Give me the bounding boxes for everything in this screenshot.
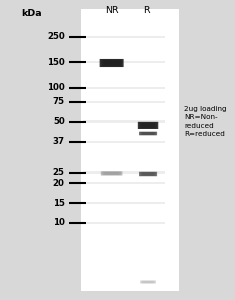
Text: 250: 250 <box>47 32 65 41</box>
Text: 2ug loading
NR=Non-
reduced
R=reduced: 2ug loading NR=Non- reduced R=reduced <box>184 106 227 137</box>
FancyBboxPatch shape <box>140 132 156 135</box>
FancyBboxPatch shape <box>105 172 119 175</box>
FancyBboxPatch shape <box>140 280 156 283</box>
FancyBboxPatch shape <box>141 123 155 128</box>
Bar <box>83 120 164 122</box>
Text: 150: 150 <box>47 58 65 67</box>
FancyBboxPatch shape <box>139 122 157 128</box>
Text: 25: 25 <box>53 168 65 177</box>
FancyBboxPatch shape <box>142 172 154 176</box>
Bar <box>83 221 164 224</box>
FancyBboxPatch shape <box>102 172 121 175</box>
Bar <box>83 172 164 173</box>
Bar <box>83 182 164 184</box>
FancyBboxPatch shape <box>139 132 157 135</box>
Text: 37: 37 <box>52 137 65 146</box>
Text: 100: 100 <box>47 83 65 92</box>
FancyBboxPatch shape <box>101 171 122 176</box>
Text: 75: 75 <box>53 98 65 106</box>
Text: R: R <box>144 6 150 15</box>
Bar <box>81 9 179 291</box>
Text: 20: 20 <box>53 178 65 188</box>
FancyBboxPatch shape <box>139 172 157 176</box>
FancyBboxPatch shape <box>143 281 153 283</box>
FancyBboxPatch shape <box>141 281 155 283</box>
Bar <box>83 86 164 89</box>
FancyBboxPatch shape <box>138 122 158 129</box>
Bar <box>83 141 164 143</box>
Bar <box>83 202 164 205</box>
Text: 10: 10 <box>53 218 65 227</box>
Bar <box>83 101 164 103</box>
FancyBboxPatch shape <box>142 132 154 135</box>
FancyBboxPatch shape <box>102 59 122 67</box>
Text: 50: 50 <box>53 117 65 126</box>
Text: kDa: kDa <box>21 9 42 18</box>
Text: NR: NR <box>105 6 118 15</box>
FancyBboxPatch shape <box>104 60 119 66</box>
Text: 15: 15 <box>53 199 65 208</box>
FancyBboxPatch shape <box>140 172 156 176</box>
FancyBboxPatch shape <box>100 59 124 67</box>
Bar <box>83 35 164 38</box>
Bar <box>83 61 164 63</box>
